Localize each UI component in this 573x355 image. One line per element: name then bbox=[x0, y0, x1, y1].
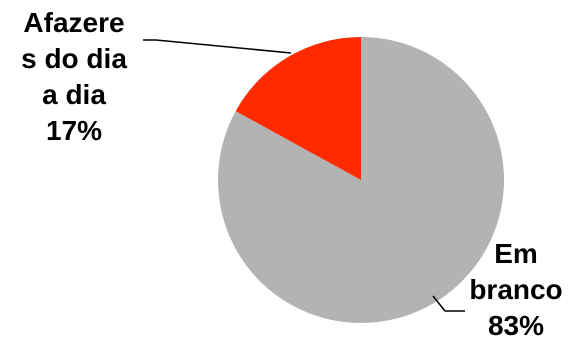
em-branco-percent: 83% bbox=[487, 310, 545, 341]
pie-slice-afazeres bbox=[235, 37, 361, 180]
em-branco-label-line-1: Em bbox=[494, 238, 538, 269]
afazeres-percent: 17% bbox=[45, 115, 103, 146]
afazeres-label-line-3: a dia bbox=[42, 79, 106, 110]
afazeres-label-line-1: Afazere bbox=[23, 7, 125, 38]
afazeres-label-line-2: s do dia bbox=[21, 43, 127, 74]
slice-label-em-branco: Em branco 83% bbox=[466, 236, 566, 344]
em-branco-leader-line bbox=[432, 295, 465, 312]
pie-slices bbox=[218, 37, 505, 323]
pie-slice-em-branco bbox=[218, 37, 505, 323]
em-branco-label-line-2: branco bbox=[469, 274, 563, 305]
afazeres-leader-line bbox=[143, 39, 292, 54]
slice-label-afazeres: Afazere s do dia a dia 17% bbox=[6, 5, 142, 149]
